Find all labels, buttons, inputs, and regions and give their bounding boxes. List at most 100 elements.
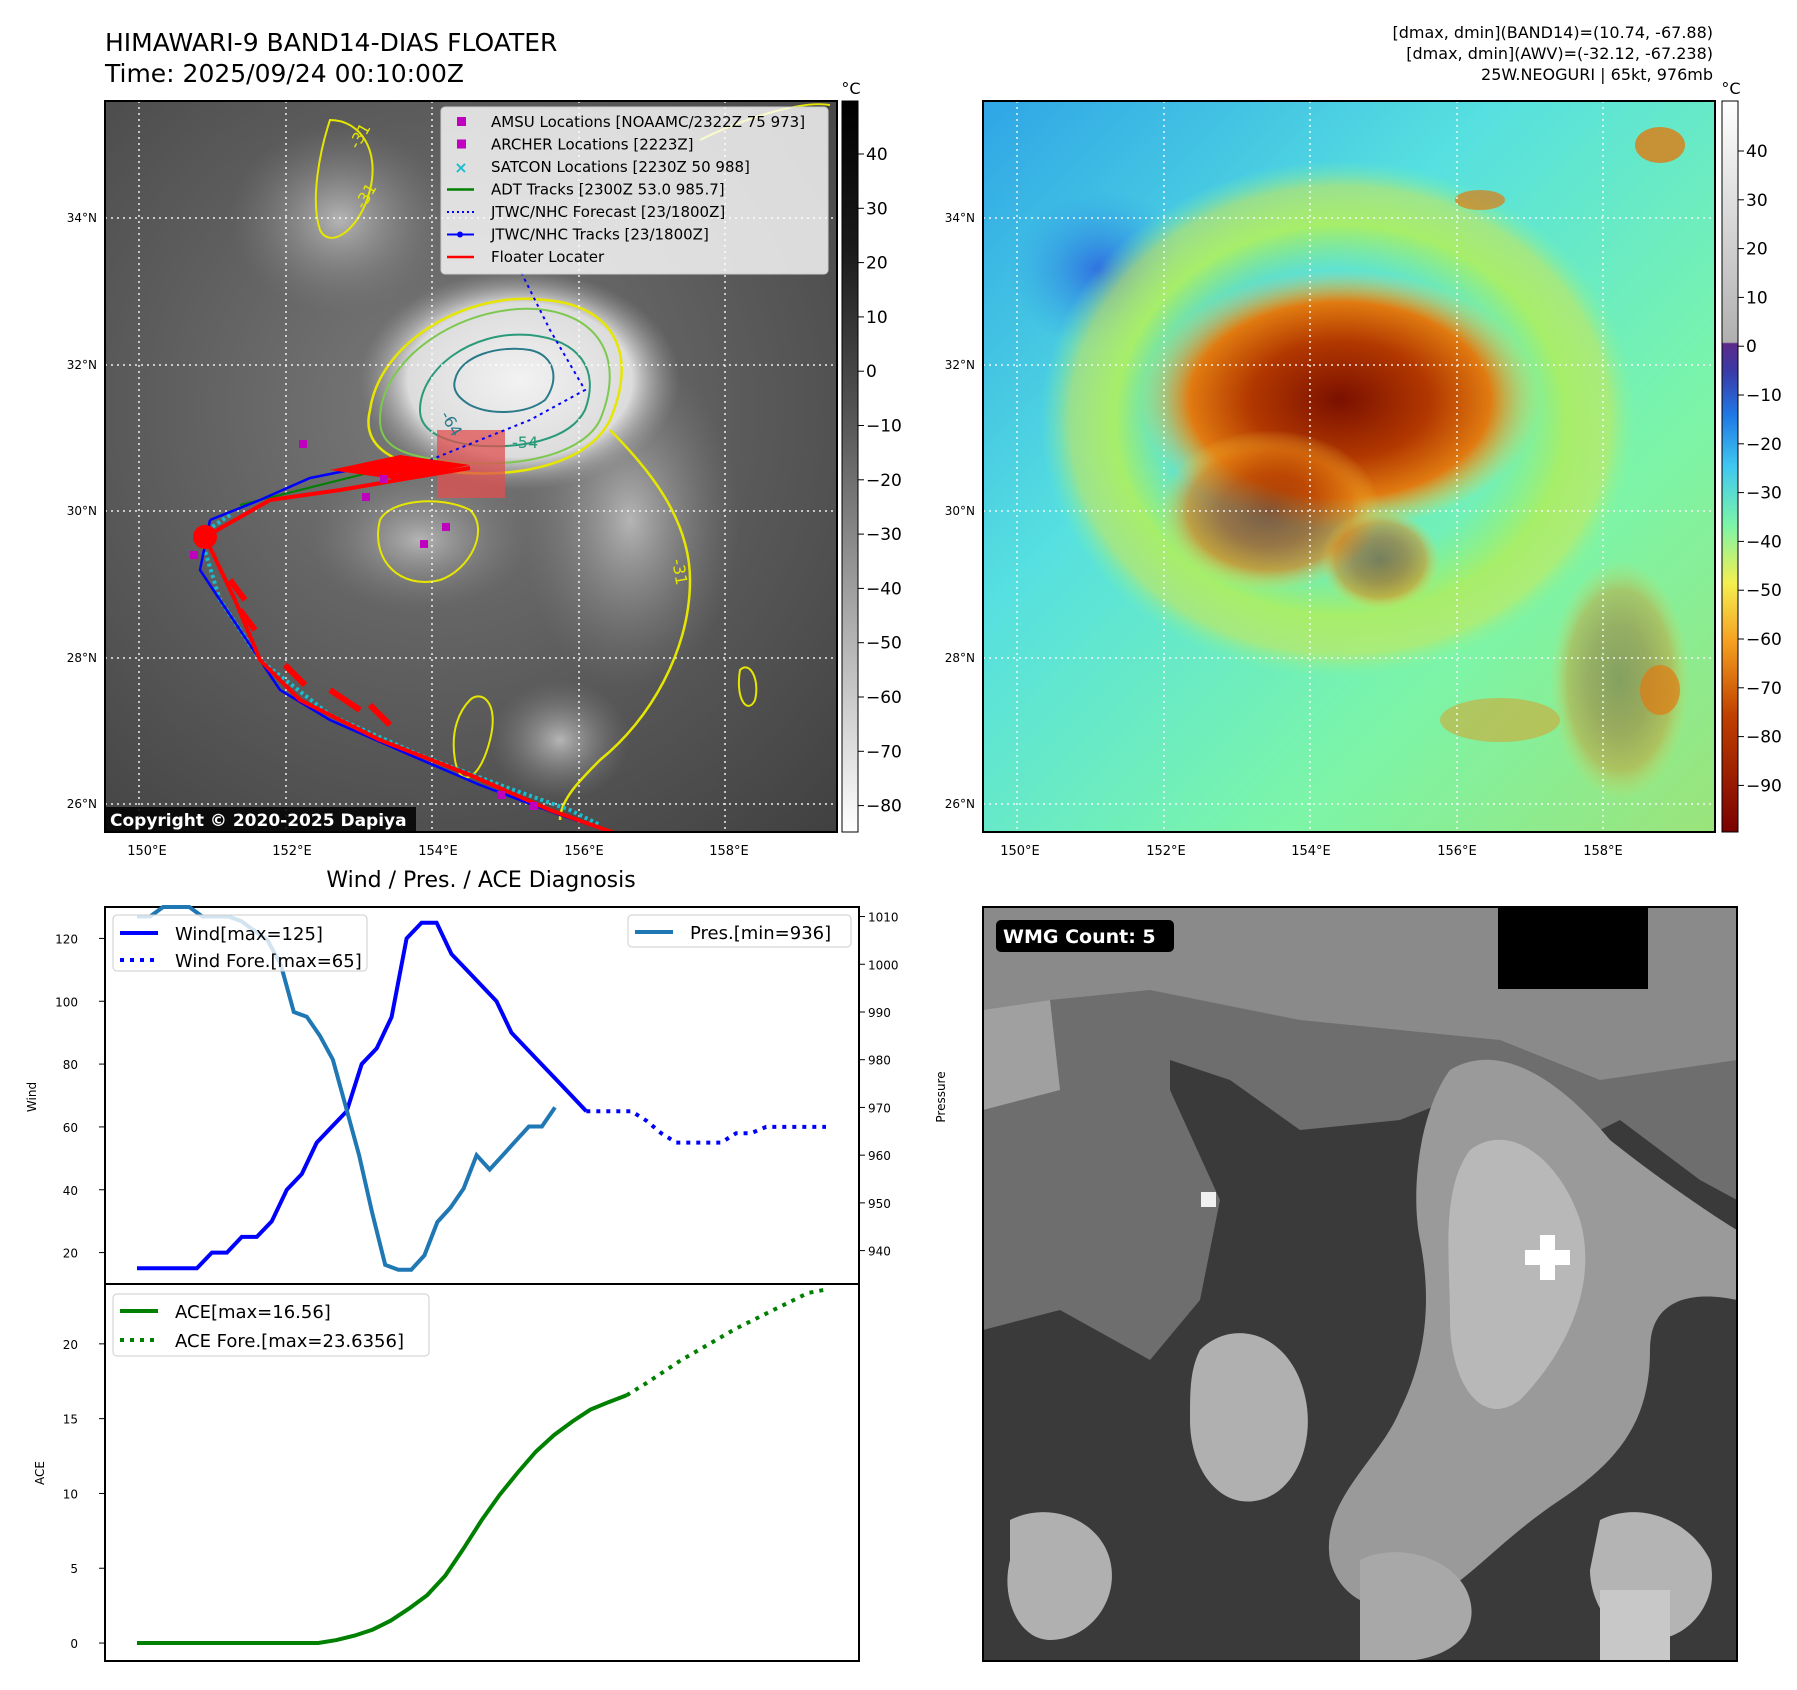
lon-label: 154°E: [1291, 844, 1331, 859]
gray-colorbar-tick: −40: [866, 579, 902, 599]
color-colorbar-tick: −20: [1746, 435, 1782, 455]
grayscale-map-lat-labels: 34°N 32°N 30°N 28°N 26°N: [67, 211, 97, 811]
wind-forecast-line: [586, 1109, 826, 1145]
pressure-tick-label: 980: [868, 1054, 891, 1068]
ace-tick-label: 5: [70, 1562, 78, 1576]
wmg-count-label: WMG Count: 5: [1003, 926, 1156, 948]
ace-legend: ACE[max=16.56] ACE Fore.[max=23.6356]: [112, 1293, 430, 1357]
wind-tick-label: 120: [55, 932, 78, 946]
ace-tick-label: 0: [70, 1637, 78, 1651]
color-map-lon-labels: 150°E 152°E 154°E 156°E 158°E: [1000, 844, 1623, 859]
wind-tick-label: 100: [55, 995, 78, 1009]
ace-tick-label: 20: [63, 1338, 78, 1352]
wind-axis-label: Wind: [25, 1082, 39, 1112]
color-colorbar-tick: −10: [1746, 386, 1782, 406]
info-line3: 25W.NEOGURI | 65kt, 976mb: [1481, 65, 1713, 84]
lon-label: 150°E: [127, 844, 167, 859]
grayscale-colorbar-unit: °C: [841, 79, 860, 98]
lon-label: 158°E: [709, 844, 749, 859]
pressure-tick-label: 940: [868, 1245, 891, 1259]
legend-marker: [457, 117, 466, 126]
lon-label: 152°E: [272, 844, 312, 859]
lon-label: 154°E: [418, 844, 458, 859]
lat-label: 28°N: [945, 651, 975, 665]
color-colorbar-tick: −30: [1746, 484, 1782, 504]
wind-tick-label: 20: [63, 1247, 78, 1261]
map-title-line2: Time: 2025/09/24 00:10:00Z: [104, 59, 464, 88]
legend-marker: [457, 139, 466, 149]
lon-label: 152°E: [1146, 844, 1186, 859]
color-colorbar: [1721, 100, 1739, 833]
legend-entry: JTWC/NHC Forecast [23/1800Z]: [447, 203, 725, 221]
pressure-legend: Pres.[min=936]: [627, 914, 852, 948]
pressure-tick-label: 1010: [868, 911, 899, 925]
color-map-image: [983, 101, 1715, 832]
ace-series-line: [137, 1393, 628, 1645]
info-line1: [dmax, dmin](BAND14)=(10.74, -67.88): [1393, 23, 1714, 42]
color-colorbar-tick: 10: [1746, 288, 1768, 308]
legend-marker: ×: [454, 158, 467, 177]
legend-label: ADT Tracks [2300Z 53.0 985.7]: [491, 181, 725, 199]
legend-label: Floater Locater: [491, 248, 605, 266]
lat-label: 34°N: [945, 211, 975, 225]
gray-colorbar-tick: −80: [866, 797, 902, 817]
legend-ace: ACE[max=16.56]: [175, 1302, 331, 1323]
lon-label: 158°E: [1583, 844, 1623, 859]
lat-label: 32°N: [67, 358, 97, 372]
color-colorbar-tick: 0: [1746, 337, 1757, 357]
gray-colorbar-tick: −30: [866, 525, 902, 545]
lon-label: 156°E: [1437, 844, 1477, 859]
lon-label: 150°E: [1000, 844, 1040, 859]
ace-forecast-line: [625, 1287, 827, 1398]
pressure-tick-label: 960: [868, 1149, 891, 1163]
gray-colorbar-tick: −10: [866, 417, 902, 437]
pressure-axis-label: Pressure: [934, 1071, 948, 1122]
legend-ace-fore: ACE Fore.[max=23.6356]: [175, 1331, 404, 1352]
gray-colorbar-tick: −50: [866, 634, 902, 654]
gray-colorbar-tick: −60: [866, 688, 902, 708]
lat-label: 26°N: [67, 797, 97, 811]
legend-wind: Wind[max=125]: [175, 924, 323, 945]
contour-label: -54: [512, 433, 538, 452]
lat-label: 34°N: [67, 211, 97, 225]
color-colorbar-tick: −40: [1746, 532, 1782, 552]
legend-entry: JTWC/NHC Tracks [23/1800Z]: [447, 226, 709, 244]
wind-legend: Wind[max=125] Wind Fore.[max=65]: [112, 914, 368, 972]
lat-label: 28°N: [67, 651, 97, 665]
ace-axis-label: ACE: [33, 1461, 47, 1485]
legend-label: JTWC/NHC Tracks [23/1800Z]: [490, 226, 709, 244]
legend-wind-fore: Wind Fore.[max=65]: [175, 951, 362, 972]
color-colorbar-tick: −70: [1746, 679, 1782, 699]
color-colorbar-tick: −80: [1746, 728, 1782, 748]
copyright-text: Copyright © 2020-2025 Dapiya: [110, 811, 407, 831]
ace-tick-label: 10: [63, 1487, 78, 1501]
pressure-tick-label: 1000: [868, 958, 899, 972]
legend-entry: × SATCON Locations [2230Z 50 988]: [454, 158, 750, 177]
gray-colorbar-tick: 40: [866, 145, 888, 165]
wind-tick-label: 60: [63, 1121, 78, 1135]
lat-label: 32°N: [945, 358, 975, 372]
grayscale-map-lon-labels: 150°E 152°E 154°E 156°E 158°E: [127, 844, 749, 859]
color-colorbar-tick: 40: [1746, 142, 1768, 162]
grayscale-colorbar: [841, 100, 859, 833]
wind-tick-label: 80: [63, 1058, 78, 1072]
lon-label: 156°E: [564, 844, 604, 859]
legend-label: ARCHER Locations [2223Z]: [491, 136, 694, 154]
wind-tick-label: 40: [63, 1184, 78, 1198]
gray-colorbar-tick: 10: [866, 308, 888, 328]
contour-label: -31: [668, 557, 691, 586]
color-colorbar-tick: −50: [1746, 581, 1782, 601]
legend-entry: AMSU Locations [NOAAMC/2322Z 75 973]: [457, 113, 805, 131]
lat-label: 26°N: [945, 797, 975, 811]
legend-label: AMSU Locations [NOAAMC/2322Z 75 973]: [491, 113, 805, 131]
gray-colorbar-tick: −20: [866, 471, 902, 491]
storm-info: [dmax, dmin](BAND14)=(10.74, -67.88) [dm…: [1393, 23, 1714, 84]
grayscale-map-frame: [104, 100, 838, 833]
legend-entry: ARCHER Locations [2223Z]: [457, 136, 694, 154]
wmg-badge: [996, 920, 1174, 952]
info-line2: [dmax, dmin](AWV)=(-32.12, -67.238): [1406, 44, 1713, 63]
color-colorbar-tick: −90: [1746, 776, 1782, 796]
legend-label: JTWC/NHC Forecast [23/1800Z]: [490, 203, 725, 221]
wind-series-line: [137, 920, 588, 1271]
